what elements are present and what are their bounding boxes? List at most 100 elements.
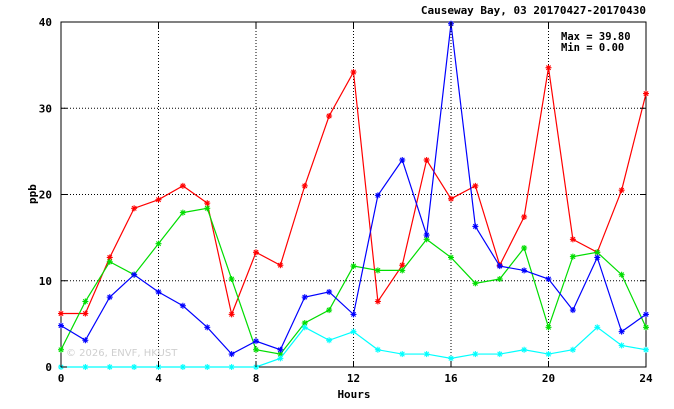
- min-label: Min = 0.00: [561, 42, 624, 54]
- data-point: [301, 294, 308, 301]
- max-label: Max = 39.80: [561, 31, 631, 43]
- data-point: [204, 324, 211, 331]
- data-point: [204, 364, 211, 370]
- y-tick-label: 30: [39, 102, 52, 115]
- data-point: [618, 187, 625, 194]
- x-tick-label: 4: [155, 372, 162, 385]
- data-point: [472, 280, 479, 287]
- data-point: [82, 337, 89, 344]
- data-point: [131, 364, 138, 370]
- data-point: [545, 64, 552, 71]
- data-point: [204, 205, 211, 212]
- data-point: [58, 310, 64, 317]
- data-point: [350, 69, 357, 76]
- data-point: [643, 346, 649, 353]
- y-tick-label: 40: [39, 16, 52, 29]
- data-point: [106, 364, 113, 370]
- data-point: [496, 351, 503, 358]
- y-tick-label: 10: [39, 275, 52, 288]
- data-point: [58, 346, 64, 353]
- grid-lines: [61, 22, 646, 367]
- x-tick-label: 24: [639, 372, 653, 385]
- data-point: [253, 338, 259, 345]
- data-point: [521, 244, 528, 251]
- data-point: [326, 337, 333, 344]
- data-point: [277, 346, 284, 353]
- data-point: [618, 342, 625, 349]
- data-point: [594, 254, 601, 261]
- data-point: [399, 267, 406, 274]
- data-point: [179, 302, 186, 309]
- data-point: [155, 240, 162, 247]
- data-point: [472, 223, 479, 230]
- data-point: [228, 311, 235, 318]
- data-point: [277, 262, 284, 269]
- data-point: [374, 192, 381, 199]
- data-point: [448, 254, 454, 261]
- data-point: [179, 182, 186, 189]
- data-point: [350, 311, 357, 318]
- data-point: [545, 351, 552, 358]
- data-point: [423, 236, 430, 243]
- data-point: [326, 113, 333, 120]
- data-point: [448, 355, 454, 362]
- x-tick-label: 16: [444, 372, 458, 385]
- data-point: [277, 355, 284, 362]
- data-point: [106, 294, 113, 301]
- data-point: [521, 346, 528, 353]
- data-point: [569, 236, 576, 243]
- data-point: [521, 213, 528, 220]
- data-point: [594, 324, 601, 331]
- data-point: [545, 276, 552, 283]
- data-point: [643, 90, 649, 97]
- data-point: [618, 328, 625, 335]
- series-layer: [58, 20, 649, 370]
- data-point: [326, 307, 333, 314]
- chart-title: Causeway Bay, 03 20170427-20170430: [421, 4, 646, 17]
- data-point: [131, 271, 138, 278]
- data-point: [618, 271, 625, 278]
- data-point: [82, 298, 89, 305]
- data-point: [643, 311, 649, 318]
- data-point: [472, 182, 479, 189]
- data-point: [374, 346, 381, 353]
- data-point: [472, 351, 479, 358]
- data-point: [569, 253, 576, 260]
- data-point: [82, 364, 89, 370]
- axis-ticks: 0 4 8 12 16 20 24 0 10 20 30 40: [39, 16, 653, 385]
- x-tick-label: 0: [58, 372, 65, 385]
- data-point: [179, 364, 186, 370]
- data-point: [643, 324, 649, 331]
- data-point: [155, 196, 162, 203]
- x-axis-title: Hours: [337, 388, 370, 401]
- data-point: [374, 298, 381, 305]
- data-point: [594, 249, 601, 256]
- data-point: [569, 307, 576, 314]
- data-point: [350, 263, 357, 270]
- data-point: [569, 346, 576, 353]
- data-point: [399, 262, 406, 269]
- data-point: [399, 351, 406, 358]
- y-tick-label: 0: [45, 361, 52, 374]
- data-point: [545, 324, 552, 331]
- data-point: [131, 205, 138, 212]
- data-point: [423, 351, 430, 358]
- data-point: [253, 249, 259, 256]
- data-point: [301, 324, 308, 331]
- data-point: [82, 310, 89, 317]
- data-point: [301, 182, 308, 189]
- watermark: © 2026, ENVF, HKUST: [66, 348, 178, 359]
- data-point: [448, 195, 454, 202]
- data-point: [423, 232, 430, 239]
- series-1: [58, 64, 649, 318]
- data-point: [326, 288, 333, 295]
- data-point: [228, 276, 235, 283]
- data-point: [399, 157, 406, 163]
- data-point: [106, 258, 113, 265]
- x-tick-label: 12: [347, 372, 360, 385]
- data-point: [179, 209, 186, 216]
- data-point: [204, 200, 211, 207]
- x-tick-label: 8: [253, 372, 260, 385]
- series-3: [58, 20, 649, 358]
